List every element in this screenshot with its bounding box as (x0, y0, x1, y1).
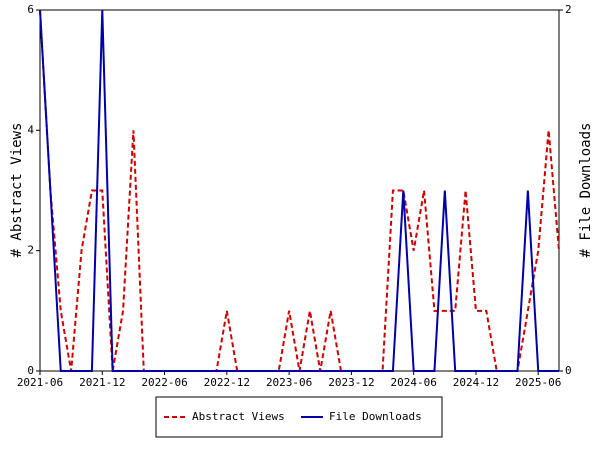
legend-box (155, 396, 443, 438)
x-tick-label: 2025-06 (515, 376, 561, 389)
x-tick-label: 2022-06 (141, 376, 187, 389)
x-tick-label: 2021-06 (17, 376, 63, 389)
y-tick-label: 6 (27, 3, 34, 16)
y-axis-label: # Abstract Views (9, 123, 25, 258)
y-tick-label: 4 (27, 123, 34, 136)
legend-label: Abstract Views (192, 410, 285, 423)
y-tick-label: 0 (27, 364, 34, 377)
y2-tick-label: 2 (565, 3, 572, 16)
y2-axis-label: # File Downloads (578, 123, 594, 258)
x-tick-label: 2023-06 (266, 376, 312, 389)
x-tick-label: 2022-12 (204, 376, 250, 389)
x-tick-label: 2024-12 (453, 376, 499, 389)
x-tick-label: 2021-12 (79, 376, 125, 389)
y-tick-label: 2 (27, 244, 34, 257)
x-tick-label: 2023-12 (328, 376, 374, 389)
series-line (39, 9, 559, 372)
legend-label: File Downloads (329, 410, 422, 423)
y2-tick-label: 0 (565, 364, 572, 377)
x-tick-label: 2024-06 (391, 376, 437, 389)
